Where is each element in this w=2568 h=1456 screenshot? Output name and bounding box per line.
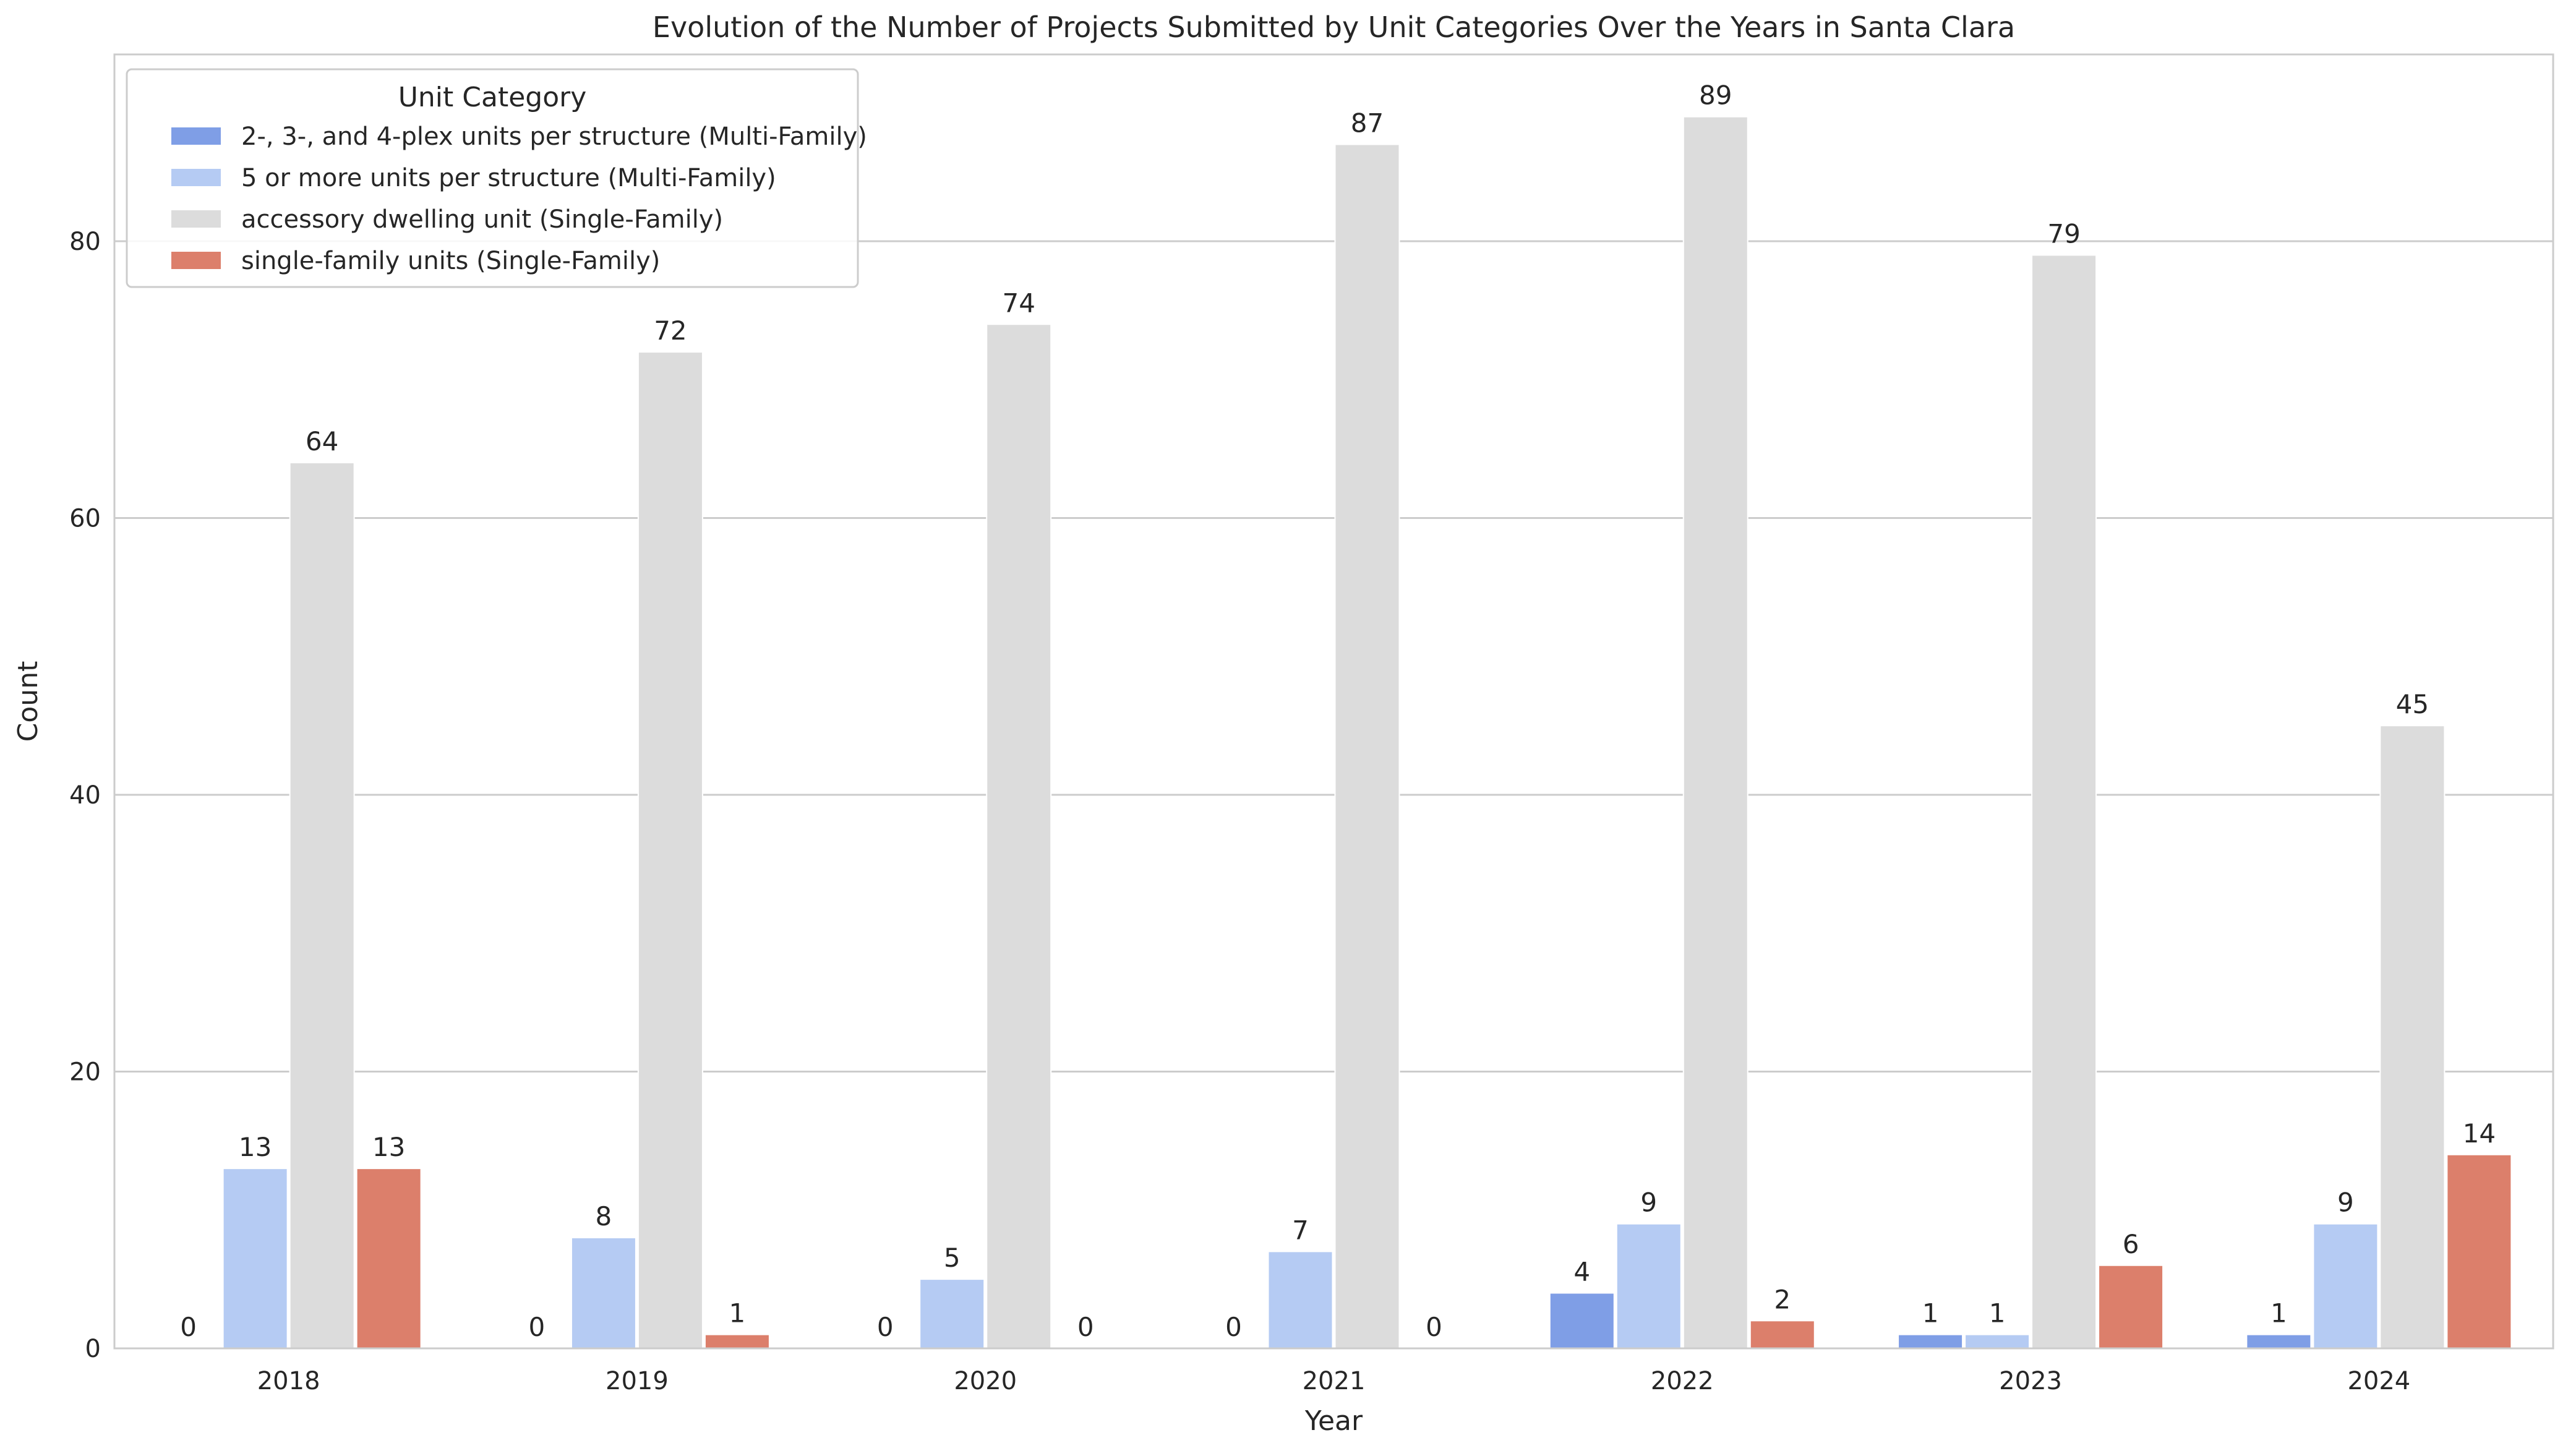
x-axis-ticks: 2018 2019 2020 2021 2022 2023 2024 — [257, 1367, 2411, 1395]
bar-value-label: 0 — [1225, 1312, 1242, 1342]
legend-swatch — [171, 169, 221, 186]
bar — [570, 1237, 636, 1350]
bar — [1616, 1223, 1682, 1349]
bar-value-label: 7 — [1292, 1215, 1309, 1245]
bar-value-label: 45 — [2396, 689, 2429, 719]
bar — [1898, 1334, 1964, 1350]
bar — [919, 1278, 985, 1350]
bar-value-label: 9 — [2337, 1188, 2354, 1218]
y-tick-label: 0 — [85, 1335, 101, 1363]
bar — [704, 1334, 770, 1350]
bar-value-label: 0 — [1426, 1312, 1442, 1342]
bar-value-label: 1 — [1989, 1298, 2006, 1329]
x-axis-label: Year — [1304, 1405, 1363, 1437]
x-tick-label: 2020 — [954, 1367, 1017, 1395]
legend-entry: 2-, 3-, and 4-plex units per structure (… — [241, 122, 867, 151]
x-tick-label: 2024 — [2347, 1367, 2410, 1395]
y-tick-label: 40 — [69, 781, 101, 810]
bar-value-label: 13 — [239, 1132, 272, 1162]
bar — [2313, 1223, 2379, 1349]
bar-value-label: 0 — [529, 1312, 546, 1342]
bar — [222, 1168, 288, 1349]
y-tick-label: 60 — [69, 505, 101, 533]
y-axis-ticks: 0 20 40 60 80 — [69, 228, 101, 1363]
legend-swatch — [171, 252, 221, 269]
bars — [222, 116, 2512, 1350]
bar — [1334, 143, 1400, 1350]
y-tick-label: 80 — [69, 228, 101, 256]
bar-value-label: 74 — [1002, 288, 1035, 318]
x-tick-label: 2019 — [606, 1367, 669, 1395]
legend-entry: single-family units (Single-Family) — [241, 247, 660, 275]
bar-value-label: 9 — [1640, 1188, 1657, 1218]
x-tick-label: 2018 — [257, 1367, 320, 1395]
x-tick-label: 2022 — [1651, 1367, 1714, 1395]
bar-value-label: 5 — [944, 1243, 961, 1273]
legend: Unit Category 2-, 3-, and 4-plex units p… — [126, 68, 867, 288]
bar — [356, 1168, 422, 1349]
bar-value-label: 64 — [306, 426, 338, 456]
chart-title: Evolution of the Number of Projects Subm… — [653, 11, 2015, 44]
bar — [986, 323, 1052, 1349]
legend-entry: 5 or more units per structure (Multi-Fam… — [241, 164, 776, 192]
bar-value-label: 1 — [2271, 1298, 2287, 1329]
data-labels: 0 13 64 13 0 8 72 1 0 5 74 0 0 7 87 0 4 9 89 2 1 1 79 6 1 9 45 14 — [180, 80, 2496, 1342]
bar-value-label: 1 — [1922, 1298, 1939, 1329]
bar-value-label: 0 — [877, 1312, 894, 1342]
bar — [1682, 116, 1748, 1350]
bar-value-label: 79 — [2047, 218, 2080, 249]
bar-value-label: 0 — [180, 1312, 197, 1342]
bar-value-label: 4 — [1573, 1257, 1590, 1287]
bar-value-label: 14 — [2463, 1118, 2496, 1149]
bar-value-label: 0 — [1077, 1312, 1094, 1342]
x-tick-label: 2021 — [1303, 1367, 1366, 1395]
legend-entry: accessory dwelling unit (Single-Family) — [241, 205, 723, 234]
bar-value-label: 72 — [654, 315, 687, 346]
bar — [1267, 1251, 1333, 1349]
legend-swatch — [171, 210, 221, 228]
bar-value-label: 13 — [372, 1132, 405, 1162]
y-tick-label: 20 — [69, 1058, 101, 1087]
bar — [2379, 725, 2446, 1349]
legend-box — [126, 68, 859, 288]
legend-swatch — [171, 127, 221, 145]
bar — [637, 351, 703, 1350]
plot-frame — [113, 53, 2554, 1350]
bar — [1749, 1320, 1815, 1349]
bar — [2098, 1264, 2164, 1350]
grid-lines — [114, 240, 2553, 1350]
bar-value-label: 89 — [1699, 80, 1732, 111]
legend-items: 2-, 3-, and 4-plex units per structure (… — [171, 122, 867, 275]
bar-value-label: 1 — [729, 1298, 746, 1329]
bar-value-label: 8 — [596, 1201, 612, 1231]
y-axis-label: Count — [12, 661, 44, 742]
bar — [1964, 1334, 2031, 1350]
bar-value-label: 6 — [2123, 1229, 2139, 1259]
legend-title: Unit Category — [398, 82, 587, 113]
x-tick-label: 2023 — [1999, 1367, 2062, 1395]
bar — [1549, 1292, 1615, 1350]
bar — [2446, 1154, 2512, 1350]
bar — [289, 462, 355, 1350]
bar — [2246, 1334, 2312, 1350]
bar-value-label: 87 — [1351, 108, 1384, 138]
bar-value-label: 2 — [1774, 1284, 1791, 1314]
bar — [2031, 254, 2097, 1349]
